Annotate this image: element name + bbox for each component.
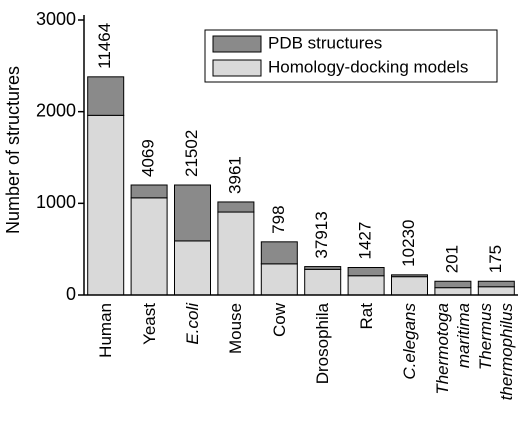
y-tick-label: 2000 xyxy=(36,100,76,120)
bar-annotation: 37913 xyxy=(312,211,331,258)
bar-annotation: 175 xyxy=(486,245,505,273)
bar-segment xyxy=(477,286,515,296)
legend-label: Homology-docking models xyxy=(268,57,468,76)
bar-segment xyxy=(174,184,211,242)
bar-annotation: 4069 xyxy=(139,139,158,177)
bar-segment xyxy=(217,201,255,213)
legend-label: PDB structures xyxy=(268,33,382,52)
x-tick-label: Cow xyxy=(269,303,289,338)
y-tick-label: 0 xyxy=(66,284,76,304)
x-tick-label: Drosophila xyxy=(313,303,333,385)
bar-segment xyxy=(391,274,428,278)
x-tick-label: Thermotoga maritima xyxy=(432,303,473,395)
bar-segment xyxy=(477,280,515,288)
bar-segment xyxy=(434,280,472,289)
bar-segment xyxy=(87,76,125,116)
y-tick-label: 3000 xyxy=(36,9,76,29)
bar-segment xyxy=(347,267,385,277)
bar-annotation: 3961 xyxy=(225,156,244,194)
bar-segment xyxy=(87,114,125,296)
x-tick-label: Yeast xyxy=(139,303,159,345)
legend-swatch xyxy=(212,35,262,53)
bar-annotation: 10230 xyxy=(399,220,418,267)
bar-segment xyxy=(260,241,298,265)
x-tick-label: E.coli xyxy=(183,303,202,345)
bar-annotation: 1427 xyxy=(356,222,375,260)
bar-segment xyxy=(217,211,255,296)
bar-segment xyxy=(260,263,298,296)
x-tick-label: C.elegans xyxy=(400,303,419,380)
bar-segment xyxy=(130,197,168,296)
bar-annotation: 201 xyxy=(442,245,461,273)
x-tick-label: Human xyxy=(96,303,116,358)
bar-segment xyxy=(304,266,342,270)
x-tick-label: Thermus thermophilus xyxy=(476,303,517,401)
x-tick-label: Rat xyxy=(356,303,376,330)
bar-segment xyxy=(304,268,342,296)
bar-segment xyxy=(174,240,211,296)
legend-swatch xyxy=(212,59,262,77)
bar-segment xyxy=(434,287,472,296)
y-axis-label: Number of structures xyxy=(3,66,23,234)
y-tick-label: 1000 xyxy=(36,192,76,212)
bar-annotation: 21502 xyxy=(182,130,201,177)
bar-annotation: 798 xyxy=(269,205,288,233)
bar-segment xyxy=(130,184,168,199)
bar-segment xyxy=(347,275,385,296)
bar-annotation: 11464 xyxy=(95,23,114,69)
x-tick-label: Mouse xyxy=(226,303,246,355)
bar-segment xyxy=(391,276,428,296)
